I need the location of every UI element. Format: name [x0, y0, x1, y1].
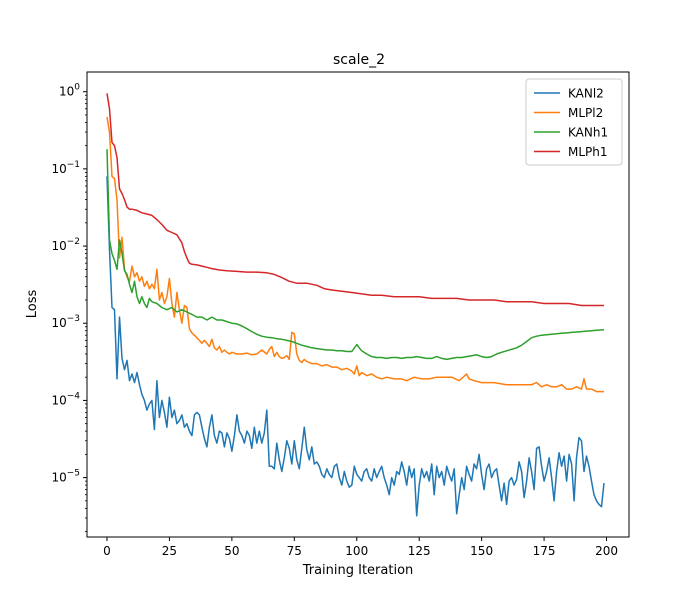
legend-label-kanl2: KANl2 — [568, 87, 604, 101]
y-tick-label: 100 — [59, 83, 80, 99]
plot-frame — [86, 71, 630, 538]
x-tick-label: 25 — [162, 544, 177, 558]
series-line-mlph1 — [106, 93, 604, 307]
y-tick-label: 10−3 — [51, 314, 80, 330]
legend-label-mlph1: MLPh1 — [568, 145, 608, 159]
x-tick-label: 0 — [103, 544, 111, 558]
series-line-kanl2 — [106, 176, 605, 517]
x-tick-label: 75 — [287, 544, 302, 558]
series-layer — [106, 93, 605, 517]
x-tick-label: 50 — [224, 544, 239, 558]
legend-label-kanh1: KANh1 — [568, 126, 608, 140]
y-tick-label: 10−4 — [51, 391, 80, 407]
y-tick-label: 10−2 — [51, 237, 80, 253]
series-line-mlpl2 — [106, 116, 604, 393]
legend-box — [525, 78, 623, 166]
x-tick-label: 100 — [345, 544, 368, 558]
y-axis: 100 10−1 10−2 10−3 10−4 10−5 — [51, 83, 87, 532]
x-axis-label: Training Iteration — [302, 563, 414, 578]
legend: KANl2 MLPl2 KANh1 MLPh1 — [525, 78, 623, 166]
x-tick-label: 175 — [533, 544, 556, 558]
y-tick-label: 10−5 — [51, 469, 80, 485]
chart-title: scale_2 — [333, 52, 385, 68]
series-line-kanh1 — [106, 149, 604, 361]
x-tick-label: 150 — [470, 544, 493, 558]
x-tick-label: 200 — [595, 544, 618, 558]
y-axis-label: Loss — [25, 290, 40, 319]
legend-label-mlpl2: MLPl2 — [568, 106, 603, 120]
x-tick-label: 125 — [408, 544, 431, 558]
x-axis: 0 25 50 75 100 125 150 175 200 — [103, 537, 618, 558]
y-tick-label: 10−1 — [51, 160, 80, 176]
